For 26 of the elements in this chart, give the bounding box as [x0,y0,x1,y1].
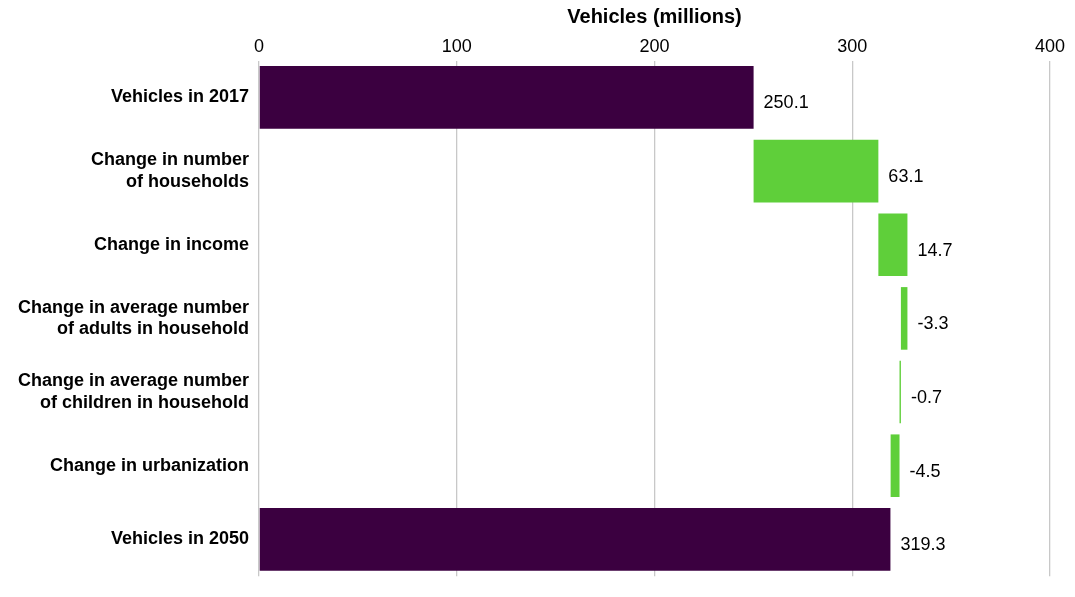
data-label: 14.7 [917,239,953,260]
x-axis-title: Vehicles (millions) [567,4,742,27]
y-tick-label: Change in average number of children in household [17,370,250,412]
y-tick-label: Change in number of households [91,149,250,191]
bar [259,508,891,571]
y-tick-label: Change in income [94,233,250,254]
x-tick-label: 100 [441,35,472,56]
data-label: -4.5 [909,460,941,481]
data-label: -3.3 [917,313,949,334]
x-tick-label: 0 [254,35,265,56]
bar [890,434,900,498]
bar [900,287,908,350]
bar [878,213,908,277]
data-label: 319.3 [900,534,946,555]
x-tick-label: 300 [837,35,868,56]
x-tick-label: 400 [1034,35,1066,56]
x-tick-label: 200 [639,35,670,56]
data-label: 250.1 [763,92,809,113]
y-tick-label: Change in average number of adults in household [17,296,250,339]
bar [753,139,879,203]
y-tick-label: Change in urbanization [50,454,250,475]
data-label: -0.7 [910,387,942,408]
y-tick-label: Vehicles in 2017 [110,86,250,107]
data-label: 63.1 [888,166,924,187]
y-tick-label: Vehicles in 2050 [110,528,250,549]
bar [259,66,754,129]
